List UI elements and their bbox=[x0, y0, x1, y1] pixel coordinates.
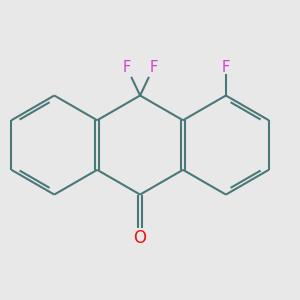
Text: F: F bbox=[149, 60, 158, 75]
Text: F: F bbox=[123, 60, 131, 75]
Text: O: O bbox=[134, 229, 147, 247]
Text: F: F bbox=[222, 60, 230, 75]
